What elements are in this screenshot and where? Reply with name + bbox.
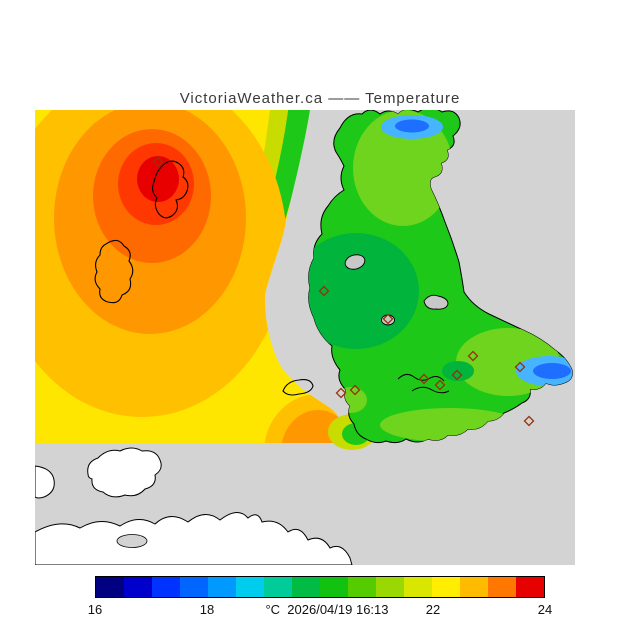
colorbar-tick-24: 24 [537, 602, 553, 617]
station-markers [152, 156, 535, 427]
south-landmass-white [35, 512, 353, 565]
colorbar-segment [152, 577, 180, 597]
lake-outline-3 [423, 294, 449, 310]
station-marker [418, 373, 430, 385]
map-title: VictoriaWeather.ca —— Temperature [179, 90, 461, 107]
colorbar-segment [460, 577, 488, 597]
harbour-outline-2 [411, 386, 450, 394]
station-marker [318, 285, 330, 297]
lake-outline-1 [344, 254, 366, 270]
south-edge-islet-white [35, 465, 55, 499]
colorbar-segment [376, 577, 404, 597]
station-marker [335, 387, 347, 399]
colorbar-tick-18: 18 [199, 602, 215, 617]
station-marker [467, 350, 479, 362]
colorbar-segment [348, 577, 376, 597]
colorbar-segment [432, 577, 460, 597]
south-lake [116, 534, 148, 548]
colorbar [95, 576, 545, 598]
colorbar-tick-22: 22 [425, 602, 441, 617]
south-island-white [87, 447, 162, 498]
island-outline-west [94, 239, 134, 304]
peninsula-light-green [353, 110, 453, 226]
colorbar-tick-16: 16 [87, 602, 103, 617]
colorbar-segment [180, 577, 208, 597]
island-outline-north [151, 160, 189, 219]
station-marker [434, 379, 446, 391]
colorbar-segment [264, 577, 292, 597]
colorbar-segment [208, 577, 236, 597]
colorbar-units-timestamp: °C 2026/04/19 16:13 [265, 602, 389, 617]
south-amber-halo [264, 394, 344, 443]
colorbar-segment [488, 577, 516, 597]
station-marker [152, 156, 164, 168]
harbour-outline-1 [397, 373, 445, 382]
east-tip-cool-core [533, 363, 571, 379]
station-marker [523, 415, 535, 427]
station-marker [382, 313, 394, 325]
station-marker [349, 384, 361, 396]
colorbar-segment [292, 577, 320, 597]
colorbar-segment [236, 577, 264, 597]
north-tip-cool-core [395, 119, 429, 133]
island-outline-south [282, 379, 314, 396]
colorbar-segment [96, 577, 124, 597]
colorbar-segment [516, 577, 544, 597]
station-marker [514, 361, 526, 373]
colorbar-segment [124, 577, 152, 597]
map-canvas [35, 110, 575, 565]
hot-spot-core [137, 156, 179, 202]
station-marker [451, 369, 463, 381]
colorbar-segment [320, 577, 348, 597]
colorbar-segment [404, 577, 432, 597]
